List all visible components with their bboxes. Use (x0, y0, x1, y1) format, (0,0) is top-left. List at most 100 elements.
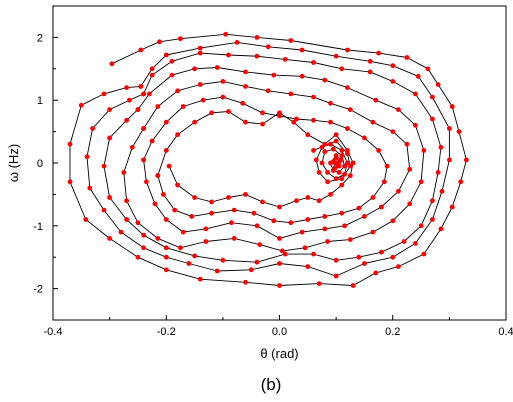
x-tick-label: 0.0 (272, 326, 287, 338)
data-point (319, 160, 325, 166)
data-point (347, 237, 353, 243)
data-point (161, 192, 166, 197)
data-point (155, 173, 161, 179)
data-point (449, 204, 455, 210)
data-point (356, 254, 362, 260)
data-point (291, 119, 297, 125)
data-point (447, 157, 452, 163)
data-point (163, 119, 169, 125)
data-point (277, 283, 282, 288)
data-point (240, 100, 246, 106)
data-point (449, 104, 455, 109)
data-point (430, 198, 435, 204)
data-point (362, 261, 367, 266)
data-point (180, 229, 186, 235)
data-point (229, 220, 234, 226)
data-point (376, 148, 381, 153)
data-point (243, 69, 248, 75)
data-point (439, 188, 445, 194)
data-point (107, 236, 112, 241)
data-point (447, 126, 452, 131)
data-point (311, 60, 316, 65)
data-point (254, 53, 260, 59)
trajectory-line-4 (143, 80, 411, 239)
data-point (243, 84, 248, 89)
data-point (430, 94, 435, 100)
data-point (418, 179, 424, 185)
data-point (138, 84, 144, 89)
data-point (322, 77, 328, 83)
data-point (322, 214, 328, 219)
data-point (226, 52, 231, 58)
data-point (203, 226, 209, 232)
data-point (311, 148, 316, 153)
data-point (84, 154, 90, 160)
data-point (435, 170, 441, 175)
trajectory-line-3 (123, 67, 425, 252)
x-tick-label: 0.2 (385, 326, 400, 338)
data-point (67, 179, 73, 185)
data-point (175, 88, 181, 94)
data-point (325, 179, 330, 185)
data-point (129, 144, 135, 150)
data-point (311, 251, 316, 257)
data-point (141, 91, 147, 97)
data-point (319, 144, 325, 150)
data-point (271, 72, 277, 78)
data-point (138, 47, 144, 53)
data-point (336, 170, 342, 175)
data-point (350, 283, 356, 288)
data-point (288, 38, 294, 43)
data-point (367, 58, 373, 64)
data-point (90, 126, 95, 131)
data-point (332, 165, 338, 171)
data-point (251, 210, 257, 216)
data-point (438, 144, 444, 150)
data-point (152, 201, 158, 207)
data-point (118, 229, 124, 235)
data-point (339, 176, 345, 182)
data-point (384, 163, 390, 169)
data-point (345, 151, 350, 157)
data-point (226, 195, 231, 200)
data-point (163, 217, 169, 222)
data-point (379, 249, 384, 255)
data-point (101, 163, 107, 169)
data-point (226, 109, 231, 114)
data-point (322, 141, 328, 147)
data-point (279, 248, 285, 254)
data-point (169, 72, 175, 78)
data-point (350, 160, 356, 166)
data-point (299, 73, 305, 79)
data-point (325, 170, 330, 175)
data-point (155, 236, 161, 241)
data-point (101, 91, 107, 97)
data-point (288, 220, 294, 226)
data-point (209, 110, 215, 116)
data-point (146, 91, 152, 97)
data-point (243, 279, 248, 285)
x-tick-label: -0.2 (157, 326, 176, 338)
data-point (155, 104, 161, 109)
data-point (345, 47, 350, 53)
data-layer (67, 31, 469, 288)
data-point (458, 179, 464, 185)
data-point (316, 281, 322, 286)
data-point (197, 82, 203, 87)
data-point (203, 239, 209, 244)
data-point (347, 163, 353, 169)
data-point (254, 223, 260, 229)
data-point (67, 141, 73, 147)
data-point (370, 195, 376, 200)
data-point (373, 270, 379, 276)
x-tick-label: 0.4 (498, 326, 513, 338)
data-point (277, 236, 282, 241)
data-point (192, 66, 198, 72)
data-point (413, 122, 418, 128)
data-point (407, 166, 413, 172)
data-point (333, 155, 339, 161)
data-point (254, 35, 260, 40)
trajectory-line-5 (143, 96, 388, 224)
